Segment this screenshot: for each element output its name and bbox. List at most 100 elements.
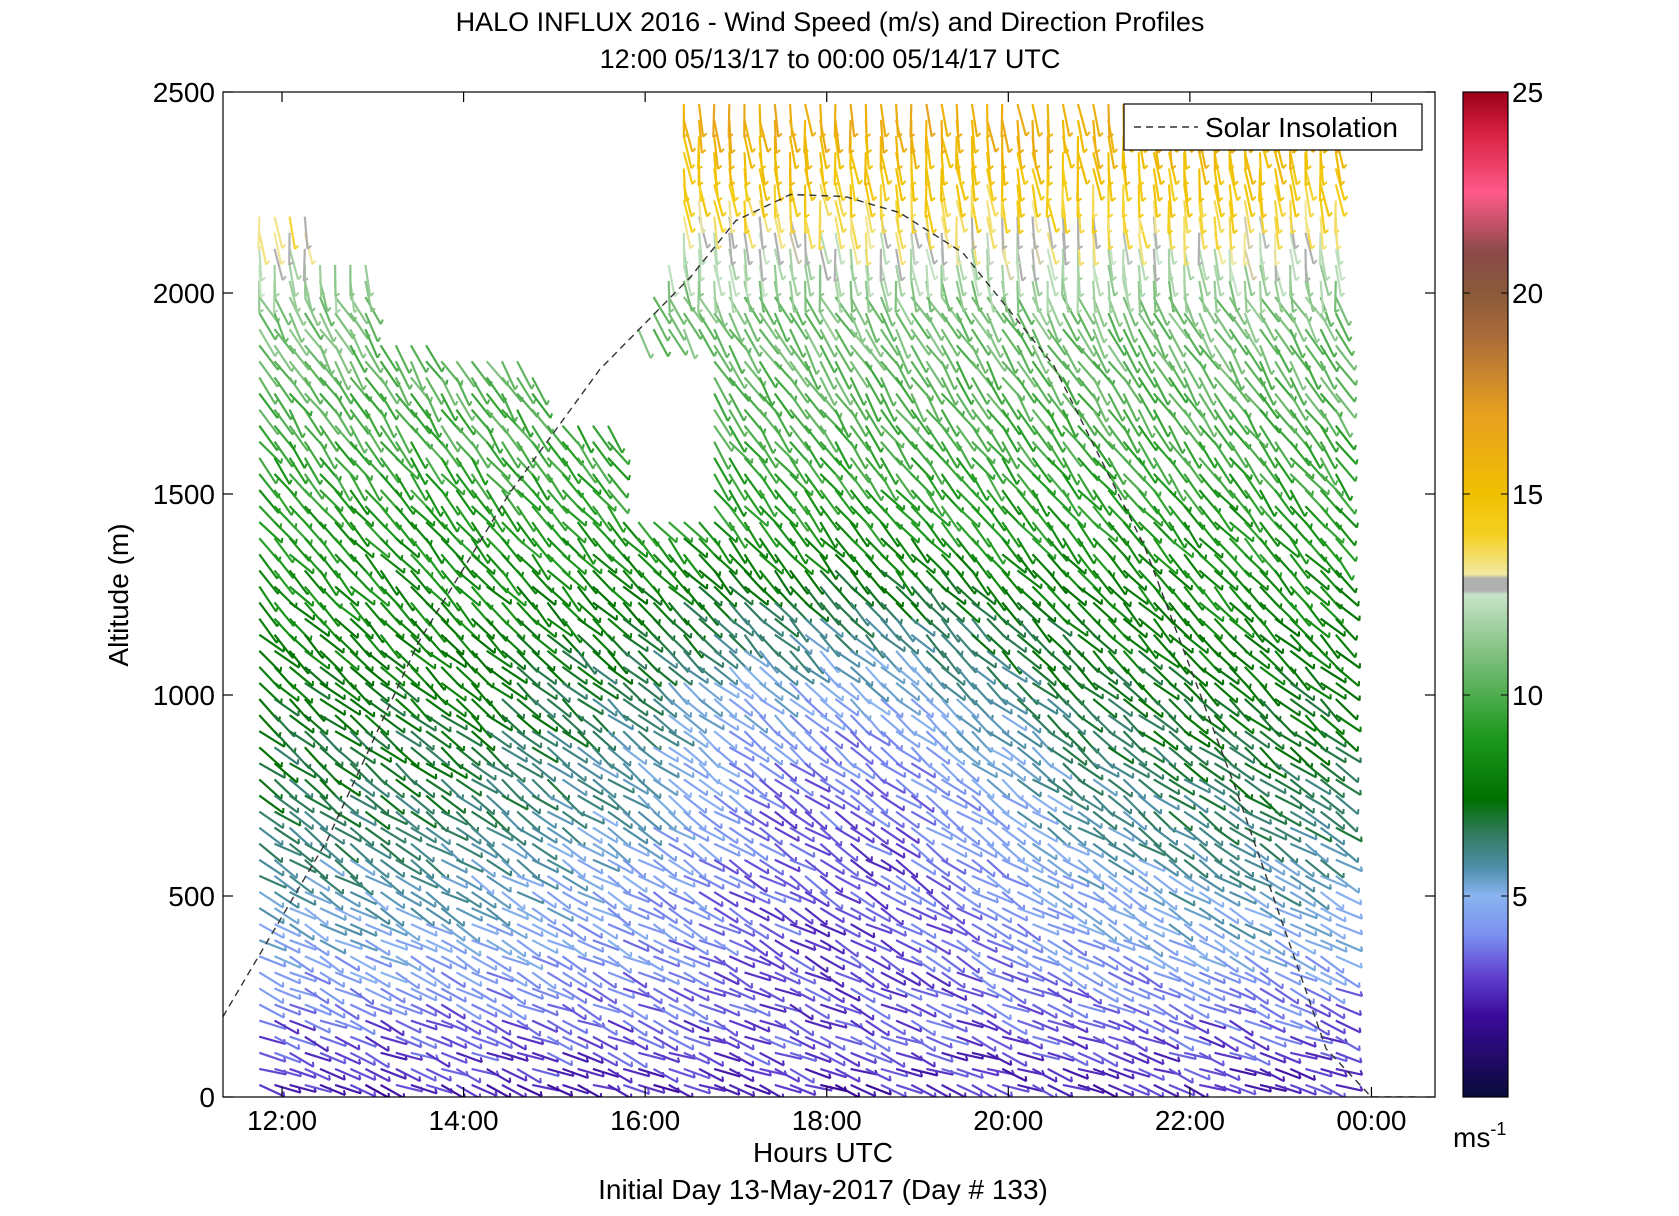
wind-barb-flag [994, 852, 998, 858]
wind-barb-flag [479, 1043, 483, 1049]
wind-barb-flag [666, 336, 671, 342]
wind-barb [486, 666, 512, 686]
wind-barb [728, 666, 749, 690]
wind-barb-flag [745, 181, 751, 187]
wind-barb [561, 987, 587, 1005]
wind-barb [410, 842, 435, 863]
wind-barb [349, 360, 365, 391]
wind-barb-flag [843, 929, 847, 936]
wind-barb-flag [735, 537, 739, 543]
wind-barb-flag [344, 820, 347, 826]
wind-barb-flag [692, 1072, 696, 1078]
wind-barb [334, 457, 358, 481]
wind-barb [516, 1003, 545, 1014]
wind-barb [758, 489, 776, 518]
wind-barb [577, 874, 604, 891]
wind-barb-flag [888, 964, 891, 970]
wind-barb [833, 248, 837, 282]
wind-barb-flag [646, 946, 650, 952]
wind-barb [562, 1083, 589, 1095]
wind-barb [637, 585, 662, 606]
wind-barb [334, 441, 356, 467]
wind-barb-flag [735, 291, 741, 298]
wind-barb [258, 585, 278, 613]
wind-barb-flag [919, 914, 923, 920]
wind-barb [364, 714, 389, 736]
wind-barb [258, 392, 279, 419]
wind-barb [349, 440, 371, 466]
wind-barb [334, 762, 361, 781]
wind-barb [349, 585, 375, 606]
wind-barb [379, 1019, 405, 1037]
wind-barb [531, 714, 558, 733]
wind-barb [531, 955, 559, 968]
wind-barb-flag [282, 1012, 286, 1018]
wind-barb [334, 746, 358, 768]
wind-barb [334, 778, 361, 797]
wind-barb [364, 633, 386, 659]
wind-barb [364, 794, 389, 816]
wind-barb [683, 762, 709, 780]
wind-barb [501, 1067, 527, 1082]
wind-barb [379, 858, 405, 878]
wind-barb [258, 1051, 286, 1063]
wind-barb [531, 1019, 558, 1034]
wind-barb-flag [434, 981, 437, 987]
wind-barb-flag [347, 385, 352, 391]
wind-barb [864, 152, 867, 186]
wind-barb [319, 698, 346, 717]
wind-barb-flag [463, 1093, 466, 1097]
wind-barb-flag [813, 898, 817, 904]
wind-barb [607, 778, 635, 794]
wind-barb [274, 1083, 301, 1094]
wind-barb-flag [735, 569, 738, 575]
wind-barb-flag [434, 930, 438, 937]
wind-barb [774, 1051, 802, 1060]
wind-barb [486, 649, 513, 669]
wind-barb [288, 360, 310, 387]
wind-barb [288, 409, 304, 439]
wind-barb-flag [319, 399, 324, 405]
wind-barb-flag [540, 993, 544, 1000]
wind-barb [713, 537, 732, 565]
wind-barb [652, 794, 675, 816]
wind-barb [364, 649, 390, 671]
wind-barb [259, 1035, 286, 1046]
wind-barb [410, 408, 431, 435]
wind-barb [546, 907, 574, 923]
wind-barb-flag [463, 1013, 466, 1019]
wind-barb [395, 794, 420, 815]
wind-barb [410, 714, 437, 732]
wind-barb-flag [379, 367, 384, 374]
wind-barb-flag [405, 944, 409, 951]
wind-barb [440, 1051, 468, 1065]
wind-barb-flag [899, 618, 903, 625]
wind-barb [258, 971, 284, 989]
wind-barb-flag [746, 276, 752, 282]
wind-barb [319, 489, 343, 513]
wind-barb [516, 441, 535, 469]
wind-barb [804, 1083, 833, 1092]
wind-barb-flag [355, 650, 359, 656]
wind-barb-flag [532, 398, 537, 405]
wind-barb-flag [302, 320, 307, 326]
wind-barb [562, 1067, 589, 1080]
wind-barb [258, 344, 279, 371]
wind-barb-flag [294, 244, 300, 250]
wind-barb [728, 505, 749, 532]
wind-barb-flag [758, 351, 763, 357]
wind-barb [743, 505, 769, 528]
wind-barb [683, 698, 707, 718]
wind-barb-flag [842, 948, 845, 954]
wind-barb [682, 152, 694, 185]
wind-barb [546, 826, 573, 845]
wind-barb [698, 794, 724, 812]
wind-barb [789, 971, 816, 985]
wind-barb-flag [434, 1043, 438, 1049]
wind-barb [471, 907, 499, 921]
wind-barb-flag [598, 617, 602, 623]
wind-barb [379, 392, 398, 421]
wind-barb [273, 232, 283, 265]
wind-barb [774, 810, 797, 830]
wind-barb-flag [991, 841, 995, 847]
